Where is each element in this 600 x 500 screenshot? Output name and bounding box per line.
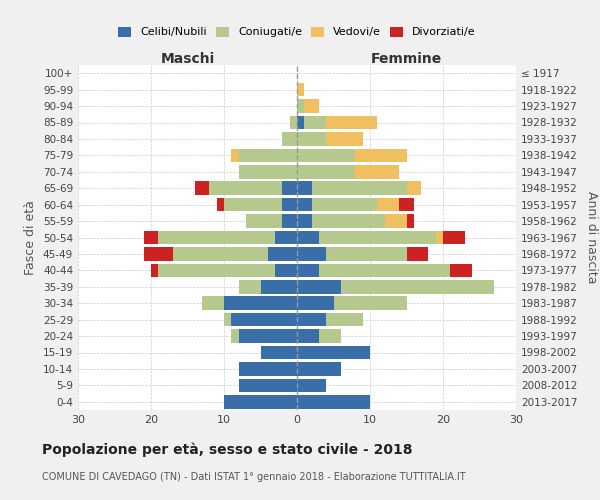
Bar bbox=[407, 214, 414, 228]
Bar bbox=[217, 198, 224, 211]
Bar bbox=[297, 330, 319, 343]
Bar bbox=[297, 231, 319, 244]
Bar bbox=[297, 198, 311, 211]
Bar bbox=[283, 214, 297, 228]
Text: Popolazione per età, sesso e stato civile - 2018: Popolazione per età, sesso e stato civil… bbox=[42, 442, 413, 457]
Bar bbox=[311, 182, 407, 195]
Bar bbox=[407, 182, 421, 195]
Bar bbox=[297, 313, 326, 326]
Bar bbox=[319, 231, 436, 244]
Bar bbox=[158, 231, 275, 244]
Bar bbox=[326, 132, 362, 145]
Bar bbox=[202, 296, 224, 310]
Bar bbox=[377, 198, 399, 211]
Bar bbox=[239, 165, 297, 178]
Bar bbox=[407, 247, 428, 260]
Bar bbox=[297, 182, 311, 195]
Bar bbox=[304, 116, 326, 129]
Bar bbox=[224, 313, 232, 326]
Bar bbox=[311, 198, 377, 211]
Bar bbox=[151, 264, 158, 277]
Bar bbox=[239, 148, 297, 162]
Bar bbox=[297, 378, 326, 392]
Bar bbox=[399, 198, 414, 211]
Y-axis label: Fasce di età: Fasce di età bbox=[25, 200, 37, 275]
Bar bbox=[326, 116, 377, 129]
Text: COMUNE DI CAVEDAGO (TN) - Dati ISTAT 1° gennaio 2018 - Elaborazione TUTTITALIA.I: COMUNE DI CAVEDAGO (TN) - Dati ISTAT 1° … bbox=[42, 472, 466, 482]
Bar bbox=[290, 116, 297, 129]
Bar bbox=[297, 116, 304, 129]
Bar bbox=[355, 165, 399, 178]
Bar bbox=[275, 231, 297, 244]
Bar bbox=[297, 296, 334, 310]
Y-axis label: Anni di nascita: Anni di nascita bbox=[586, 191, 598, 284]
Legend: Celibi/Nubili, Coniugati/e, Vedovi/e, Divorziati/e: Celibi/Nubili, Coniugati/e, Vedovi/e, Di… bbox=[114, 22, 480, 42]
Bar bbox=[268, 247, 297, 260]
Bar bbox=[239, 378, 297, 392]
Bar bbox=[195, 182, 209, 195]
Bar bbox=[239, 330, 297, 343]
Bar bbox=[260, 346, 297, 359]
Bar bbox=[297, 132, 326, 145]
Bar bbox=[224, 296, 297, 310]
Bar bbox=[158, 264, 275, 277]
Bar bbox=[297, 148, 355, 162]
Bar bbox=[209, 182, 283, 195]
Bar bbox=[304, 100, 319, 113]
Bar bbox=[144, 231, 158, 244]
Bar bbox=[450, 264, 472, 277]
Bar bbox=[297, 247, 326, 260]
Bar bbox=[297, 362, 341, 376]
Bar bbox=[232, 313, 297, 326]
Bar bbox=[385, 214, 407, 228]
Bar bbox=[443, 231, 465, 244]
Text: Maschi: Maschi bbox=[160, 52, 215, 66]
Bar bbox=[297, 100, 304, 113]
Bar bbox=[246, 214, 283, 228]
Bar bbox=[297, 395, 370, 408]
Bar bbox=[341, 280, 494, 293]
Bar bbox=[319, 264, 450, 277]
Bar bbox=[297, 280, 341, 293]
Bar bbox=[283, 182, 297, 195]
Bar bbox=[297, 214, 311, 228]
Bar bbox=[326, 313, 362, 326]
Bar bbox=[311, 214, 385, 228]
Bar bbox=[275, 264, 297, 277]
Bar bbox=[355, 148, 407, 162]
Bar bbox=[297, 165, 355, 178]
Bar bbox=[283, 198, 297, 211]
Bar bbox=[239, 280, 260, 293]
Text: Femmine: Femmine bbox=[371, 52, 442, 66]
Bar bbox=[334, 296, 407, 310]
Bar bbox=[224, 395, 297, 408]
Bar bbox=[260, 280, 297, 293]
Bar bbox=[319, 330, 341, 343]
Bar bbox=[224, 198, 283, 211]
Bar bbox=[436, 231, 443, 244]
Bar bbox=[232, 330, 239, 343]
Bar bbox=[144, 247, 173, 260]
Bar bbox=[297, 264, 319, 277]
Bar bbox=[326, 247, 407, 260]
Bar bbox=[173, 247, 268, 260]
Bar bbox=[297, 346, 370, 359]
Bar bbox=[297, 83, 304, 96]
Bar bbox=[283, 132, 297, 145]
Bar bbox=[232, 148, 239, 162]
Bar bbox=[239, 362, 297, 376]
